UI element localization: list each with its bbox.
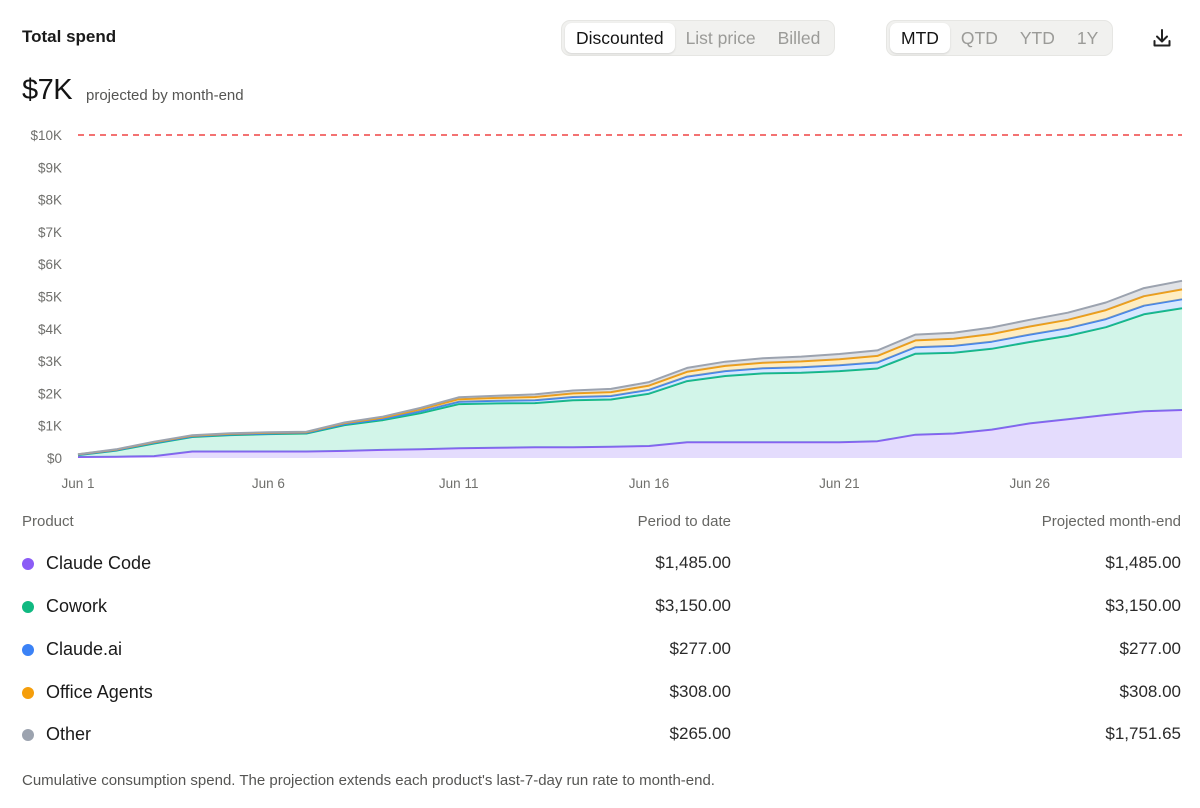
card-title: Total spend <box>22 27 117 46</box>
chart-footnote: Cumulative consumption spend. The projec… <box>22 772 715 789</box>
x-tick-label: Jun 21 <box>819 476 860 491</box>
y-tick-label: $10K <box>30 128 62 143</box>
period-to-date-value: $308.00 <box>669 682 731 701</box>
period-to-date-value: $1,485.00 <box>655 553 731 572</box>
office-agents-color-dot <box>22 687 34 699</box>
line-other <box>77 279 1183 456</box>
product-name: Claude.ai <box>46 639 123 659</box>
product-row-cowork: Cowork $3,150.00 $3,150.00 <box>0 592 1200 622</box>
download-icon <box>1153 29 1171 47</box>
product-name: Claude Code <box>46 553 152 573</box>
time-range-toggle: MTD QTD YTD 1Y <box>886 20 1114 56</box>
product-row-office-agents: Office Agents $308.00 $308.00 <box>0 678 1200 708</box>
range-qtd-button[interactable]: QTD <box>960 28 998 48</box>
x-tick-label: Jun 16 <box>629 476 670 491</box>
column-header-period-to-date: Period to date <box>637 513 731 530</box>
area-claude-code <box>78 410 1182 458</box>
y-tick-label: $2K <box>38 386 62 401</box>
range-mtd-button[interactable]: MTD <box>890 23 950 53</box>
y-tick-label: $5K <box>38 290 62 305</box>
x-tick-label: Jun 6 <box>252 476 285 491</box>
period-to-date-value: $277.00 <box>669 639 731 658</box>
range-1y-button[interactable]: 1Y <box>1076 28 1099 48</box>
product-row-claude-code: Claude Code $1,485.00 $1,485.00 <box>0 549 1200 579</box>
projected-value: $277.00 <box>1119 639 1181 658</box>
claude-code-color-dot <box>22 558 34 570</box>
period-to-date-value: $265.00 <box>669 724 731 743</box>
x-tick-label: Jun 1 <box>61 476 94 491</box>
y-tick-label: $7K <box>38 225 62 240</box>
y-tick-label: $0 <box>47 451 62 466</box>
y-tick-label: $8K <box>38 193 62 208</box>
claude-ai-color-dot <box>22 644 34 656</box>
y-tick-label: $4K <box>38 322 62 337</box>
basis-billed-button[interactable]: Billed <box>777 28 821 48</box>
product-name: Other <box>46 724 92 744</box>
cowork-color-dot <box>22 601 34 613</box>
price-basis-toggle: Discounted List price Billed <box>561 20 836 56</box>
product-row-claude-ai: Claude.ai $277.00 $277.00 <box>0 635 1200 665</box>
projected-caption: projected by month-end <box>86 87 244 104</box>
other-color-dot <box>22 729 34 741</box>
projected-value: $3,150.00 <box>1105 596 1181 615</box>
x-tick-label: Jun 11 <box>439 476 479 491</box>
y-tick-label: $1K <box>38 419 62 434</box>
y-tick-label: $3K <box>38 354 62 369</box>
projected-value: $1,751.65 <box>1105 724 1181 743</box>
area-cowork <box>78 308 1182 457</box>
projected-value: $308.00 <box>1119 682 1181 701</box>
download-button[interactable] <box>1150 26 1174 50</box>
y-tick-label: $9K <box>38 160 62 175</box>
projected-total-value: $7K <box>22 74 73 106</box>
spend-area-chart: $0 $1K $2K $3K $4K $5K $6K $7K $8K $9K $10K Jun 1 Ju… <box>30 128 1183 491</box>
projected-value: $1,485.00 <box>1105 553 1181 572</box>
column-header-projected: Projected month-end <box>1041 513 1181 530</box>
product-row-other: Other $265.00 $1,751.65 <box>0 720 1200 750</box>
basis-discounted-button[interactable]: Discounted <box>565 23 675 53</box>
line-claude-code <box>77 409 1183 458</box>
period-to-date-value: $3,150.00 <box>655 596 731 615</box>
product-name: Office Agents <box>46 682 153 702</box>
x-tick-label: Jun 26 <box>1009 476 1050 491</box>
y-tick-label: $6K <box>38 257 62 272</box>
product-name: Cowork <box>46 596 108 616</box>
range-ytd-button[interactable]: YTD <box>1019 28 1055 48</box>
basis-list-price-button[interactable]: List price <box>685 28 756 48</box>
column-header-product: Product <box>22 513 74 530</box>
